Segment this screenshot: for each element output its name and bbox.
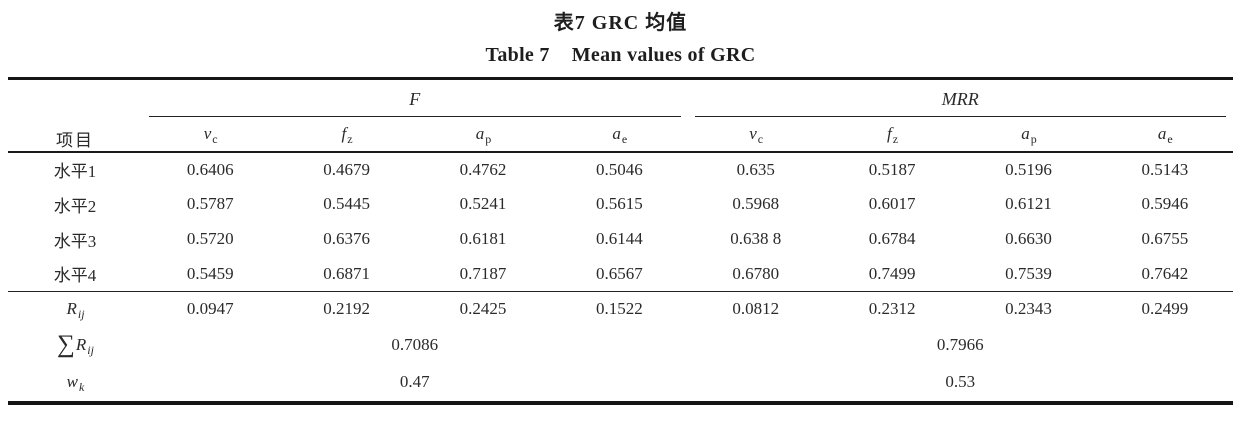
value-cell: 0.5187 xyxy=(868,159,916,179)
col-header-MRR-ae: ae xyxy=(1096,116,1233,153)
value-cell: 0.5720 xyxy=(186,229,234,248)
value-cell: 0.5143 xyxy=(1141,159,1189,179)
level-row: 水平3 0.5720 0.6376 0.6181 0.6144 0.638 8 0.6784… xyxy=(8,222,1233,257)
value-cell: 0.6567 xyxy=(551,256,688,292)
col-header-F-ap: ap xyxy=(414,116,552,153)
col-header-MRR-ap: ap xyxy=(960,116,1097,153)
table-bottom-double-rule xyxy=(8,400,1233,405)
value-cell: 0.6784 xyxy=(868,229,916,248)
group-header-MRR-label: MRR xyxy=(694,89,1226,117)
value-cell: 0.5445 xyxy=(323,194,370,213)
level-row: 水平2 0.5787 0.5445 0.5241 0.5615 0.5968 0.6017 0… xyxy=(8,187,1233,222)
value-cell: 0.5196 xyxy=(1005,159,1052,179)
value-cell: 0.2499 xyxy=(1141,299,1189,319)
group-header-row: 项目 F MRR xyxy=(8,78,1234,153)
value-cell: 0.7966 xyxy=(936,335,984,354)
group-header-MRR: MRR xyxy=(688,79,1234,117)
caption-chinese: 表7 GRC 均值 xyxy=(553,12,688,34)
value-cell: 0.2312 xyxy=(868,299,916,319)
rij-row: Rij 0.0947 0.2192 0.2425 0.1522 0.0812 0.2312 0… xyxy=(8,292,1233,327)
value-cell: 0.0812 xyxy=(732,299,780,319)
col-header-F-vc: vc xyxy=(142,116,279,153)
value-cell: 0.5968 xyxy=(732,194,780,213)
col-header-F-fz: fz xyxy=(278,116,415,153)
row-label-sum-rij: ∑Rij xyxy=(57,331,94,358)
value-cell: 0.53 xyxy=(945,372,976,391)
grc-mean-values-table: 项目 F MRR vc fz ap ae vc fz ap ae 水平1 0.6406 0.467… xyxy=(8,77,1233,401)
value-cell: 0.6871 xyxy=(278,256,415,292)
row-label-level: 水平3 xyxy=(53,231,97,251)
sigma-symbol: ∑ xyxy=(57,331,75,358)
group-header-F-label: F xyxy=(149,89,681,117)
value-cell: 0.6017 xyxy=(868,194,916,213)
value-cell: 0.7499 xyxy=(823,256,961,292)
caption-english: Table 7 Mean values of GRC xyxy=(0,44,1241,67)
value-cell: 0.5046 xyxy=(595,159,643,179)
value-cell: 0.1522 xyxy=(595,299,643,319)
value-cell: 0.5787 xyxy=(186,194,234,213)
value-cell: 0.5615 xyxy=(595,194,643,213)
level-row: 水平1 0.6406 0.4679 0.4762 0.5046 0.635 0.5187 0.… xyxy=(8,152,1233,187)
col-header-MRR-vc: vc xyxy=(687,116,824,153)
value-cell: 0.5946 xyxy=(1141,194,1189,213)
value-cell: 0.6376 xyxy=(323,229,370,248)
row-label-level: 水平4 xyxy=(8,256,142,292)
row-label-wk: wk xyxy=(66,372,85,394)
value-cell: 0.4762 xyxy=(459,159,507,179)
value-cell: 0.5459 xyxy=(142,256,279,292)
level-row: 水平4 0.5459 0.6871 0.7187 0.6567 0.6780 0.7499 0… xyxy=(8,256,1233,292)
group-header-F: F xyxy=(142,79,688,117)
value-cell: 0.2425 xyxy=(459,299,507,319)
value-cell: 0.7642 xyxy=(1096,256,1233,292)
row-label-level: 水平1 xyxy=(53,162,97,181)
value-cell: 0.47 xyxy=(399,372,430,391)
wk-row: wk 0.47 0.53 xyxy=(8,364,1233,401)
col-header-MRR-fz: fz xyxy=(823,116,961,153)
value-cell: 0.638 8 xyxy=(730,229,782,248)
value-cell: 0.0947 xyxy=(186,299,234,319)
value-cell: 0.6121 xyxy=(1005,194,1052,213)
value-cell: 0.635 xyxy=(736,159,775,179)
caption-english-text: Mean values of GRC xyxy=(571,44,756,66)
value-cell: 0.5241 xyxy=(459,194,507,213)
subcolumn-header-row: vc fz ap ae vc fz ap ae xyxy=(8,116,1233,153)
value-cell: 0.7086 xyxy=(391,335,439,354)
col-header-item: 项目 xyxy=(8,78,142,153)
value-cell: 0.2343 xyxy=(1005,299,1052,319)
table-captions: 表7 GRC 均值 Table 7 Mean values of GRC xyxy=(0,0,1241,67)
value-cell: 0.6755 xyxy=(1141,229,1189,248)
sum-rij-row: ∑Rij 0.7086 0.7966 xyxy=(8,327,1233,364)
col-header-F-ae: ae xyxy=(551,116,688,153)
value-cell: 0.2192 xyxy=(323,299,370,319)
grc-table-wrap: 项目 F MRR vc fz ap ae vc fz ap ae 水平1 0.6406 0.467… xyxy=(8,77,1233,405)
value-cell: 0.6780 xyxy=(687,256,824,292)
value-cell: 0.7539 xyxy=(960,256,1097,292)
value-cell: 0.7187 xyxy=(414,256,552,292)
caption-english-label: Table 7 xyxy=(485,44,550,66)
value-cell: 0.6406 xyxy=(186,159,234,179)
row-label-rij: Rij xyxy=(66,299,85,322)
value-cell: 0.4679 xyxy=(323,159,370,179)
value-cell: 0.6181 xyxy=(459,229,507,248)
value-cell: 0.6144 xyxy=(595,229,643,248)
row-label-level: 水平2 xyxy=(53,196,97,216)
value-cell: 0.6630 xyxy=(1005,229,1052,248)
